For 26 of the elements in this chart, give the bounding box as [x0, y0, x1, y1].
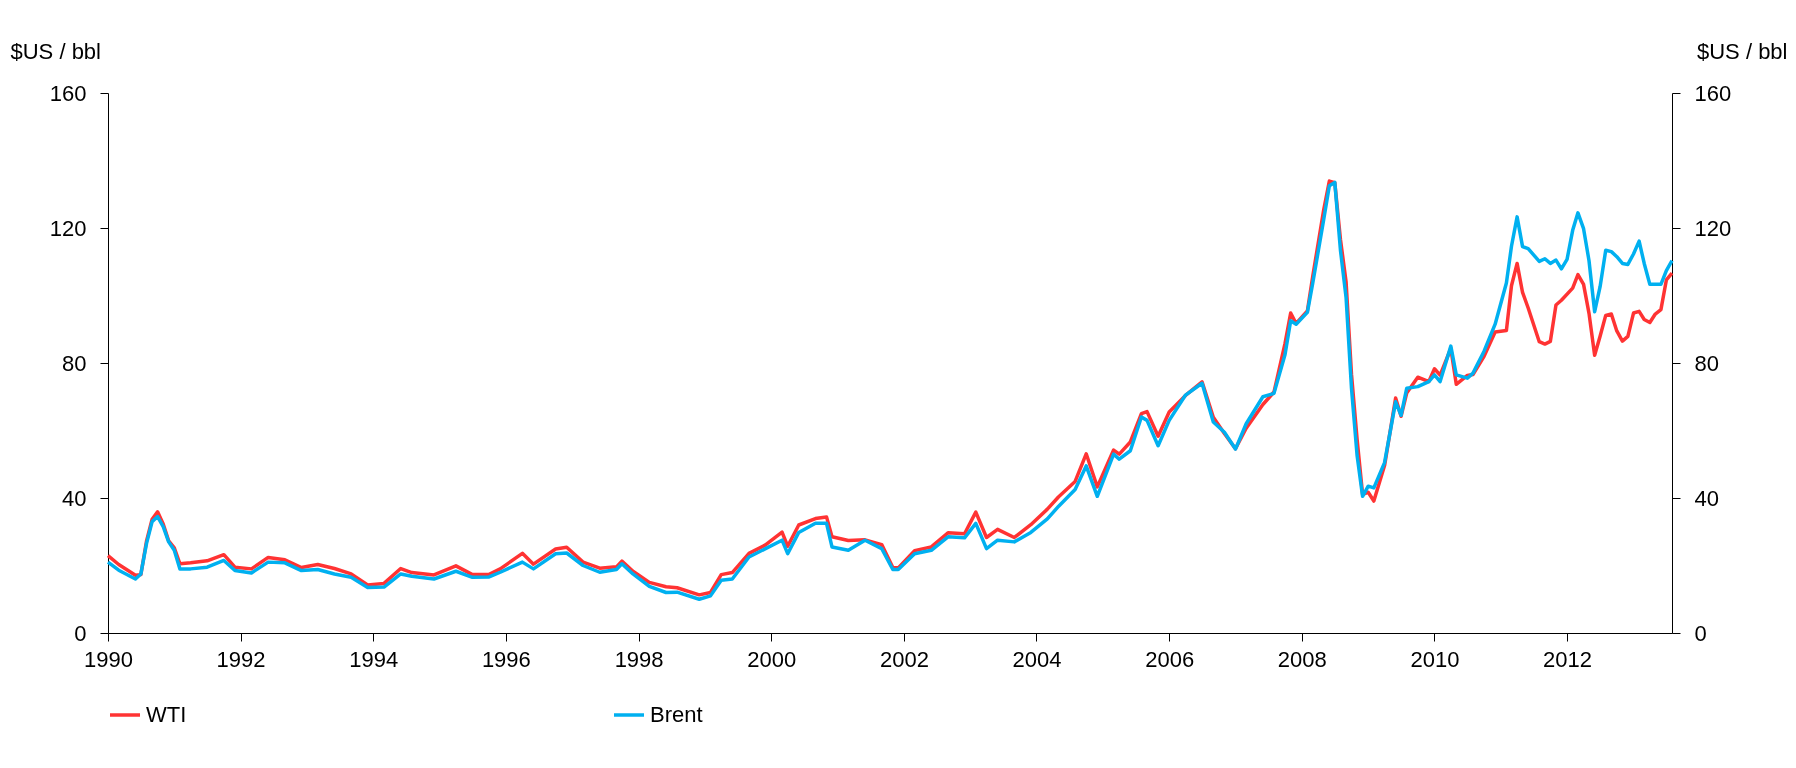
x-tick-label: 1996 [481, 646, 531, 672]
x-tick-label: 1994 [349, 646, 399, 672]
y-tick-label: 40 [62, 485, 87, 511]
y2-tick-label: 80 [1694, 350, 1719, 376]
x-tick-label: 2004 [1012, 646, 1062, 672]
y2-tick-label: 0 [1694, 620, 1707, 646]
y-tick-label: 0 [74, 620, 87, 646]
y-tick-label: 80 [62, 350, 87, 376]
y-tick-label: 120 [49, 215, 87, 241]
y-axis-title: $US / bbl [10, 38, 101, 64]
x-tick-label: 1998 [614, 646, 664, 672]
x-tick-label: 1992 [216, 646, 266, 672]
y2-tick-label: 40 [1694, 485, 1719, 511]
x-tick-label: 2010 [1410, 646, 1460, 672]
x-tick-label: 2008 [1277, 646, 1327, 672]
y2-axis-title: $US / bbl [1697, 38, 1788, 64]
x-tick-label: 2006 [1145, 646, 1195, 672]
y2-tick-label: 160 [1694, 80, 1732, 106]
y-tick-label: 160 [49, 80, 87, 106]
x-tick-label: 1990 [84, 646, 133, 672]
legend-label: WTI [146, 702, 187, 727]
legend-label: Brent [650, 702, 703, 727]
y2-tick-label: 120 [1694, 215, 1732, 241]
x-tick-label: 2000 [747, 646, 797, 672]
x-tick-label: 2012 [1543, 646, 1593, 672]
x-tick-label: 2002 [879, 646, 929, 672]
